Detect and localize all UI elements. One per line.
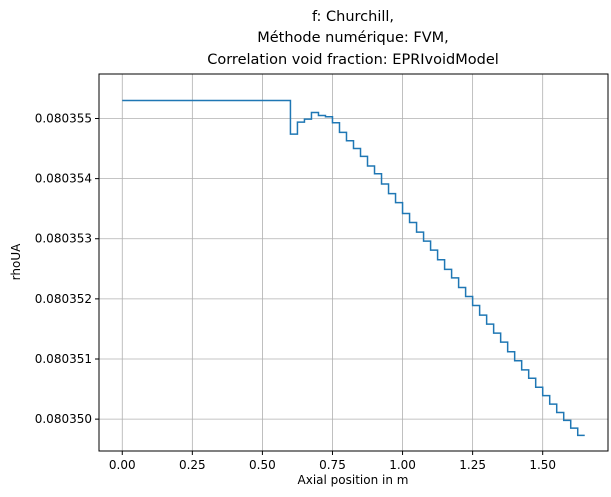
- x-tick-label: 1.50: [529, 458, 556, 472]
- x-tick-label: 1.25: [459, 458, 486, 472]
- series-line: [122, 99, 585, 437]
- y-tick-label: 0.080354: [35, 172, 92, 186]
- x-axis-label: Axial position in m: [298, 473, 409, 487]
- y-tick-label: 0.080355: [35, 111, 92, 125]
- x-axis: 0.00 0.25 0.50 0.75 1.00 1.25 1.50: [109, 451, 556, 472]
- series-layer: [122, 99, 585, 437]
- y-tick-label: 0.080351: [35, 352, 92, 366]
- y-tick-label: 0.080352: [35, 292, 92, 306]
- y-axis-label: rhoUA: [9, 243, 23, 280]
- x-tick-label: 0.75: [319, 458, 346, 472]
- x-tick-label: 0.00: [109, 458, 136, 472]
- y-axis: 0.080350 0.080351 0.080352 0.080353 0.080354…: [35, 111, 99, 426]
- plot-frame: [98, 73, 609, 452]
- grid: [99, 74, 608, 451]
- title-line-1: f: Churchill,: [312, 9, 394, 25]
- y-tick-label: 0.080350: [35, 412, 92, 426]
- x-tick-label: 0.25: [179, 458, 206, 472]
- chart-title: f: Churchill, Méthode numérique: FVM, Co…: [207, 9, 499, 68]
- y-tick-label: 0.080353: [35, 232, 92, 246]
- x-tick-label: 1.00: [389, 458, 416, 472]
- title-line-2: Méthode numérique: FVM,: [257, 30, 449, 46]
- title-line-3: Correlation void fraction: EPRIvoidModel: [207, 52, 499, 68]
- x-tick-label: 0.50: [249, 458, 276, 472]
